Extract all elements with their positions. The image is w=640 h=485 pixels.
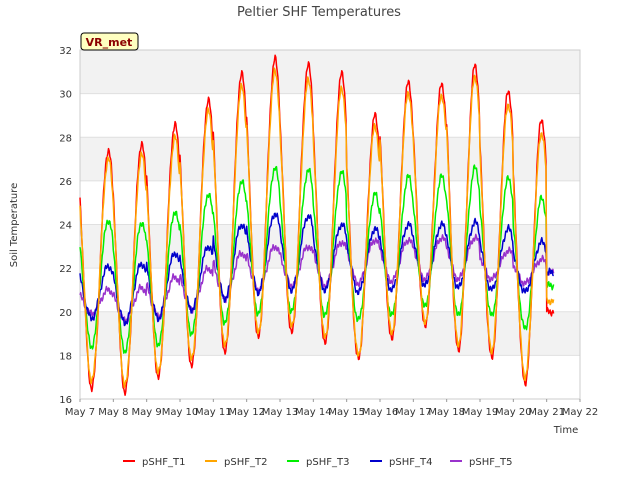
x-tick-label: May 15 <box>328 407 365 418</box>
y-tick-label: 32 <box>59 46 72 57</box>
x-tick-label: May 17 <box>395 407 432 418</box>
plot-bands <box>80 50 580 356</box>
y-tick-label: 16 <box>59 395 72 406</box>
legend-item-pshf-t5: pSHF_T5 <box>450 457 512 468</box>
site-badge-label: VR_met <box>86 36 133 49</box>
legend-item-pshf-t3: pSHF_T3 <box>287 457 349 468</box>
x-tick-label: May 10 <box>162 407 199 418</box>
x-tick-label: May 13 <box>262 407 299 418</box>
legend: pSHF_T1 pSHF_T2 pSHF_T3 pSHF_T4 pSHF_T5 <box>123 457 512 468</box>
legend-label: pSHF_T4 <box>389 457 432 468</box>
plot-frame <box>79 49 581 400</box>
x-tick-label: May 7 <box>65 407 95 418</box>
y-tick-label: 30 <box>59 90 72 101</box>
series-line-pshf-t2 <box>79 67 555 389</box>
legend-item-pshf-t2: pSHF_T2 <box>205 457 267 468</box>
x-tick-label: May 11 <box>195 407 232 418</box>
x-tick-label: May 9 <box>132 407 162 418</box>
y-axis-label: Soil Temperature <box>9 183 20 268</box>
y-tick-label: 20 <box>59 308 72 319</box>
y-tick-label: 26 <box>59 177 72 188</box>
x-tick-label: May 8 <box>98 407 128 418</box>
y-tick-label: 28 <box>59 133 72 144</box>
series-line-pshf-t3 <box>79 164 555 354</box>
legend-item-pshf-t1: pSHF_T1 <box>123 457 185 468</box>
x-axis-label: Time <box>553 425 578 436</box>
x-tick-label: May 21 <box>528 407 565 418</box>
x-tick-label: May 14 <box>295 407 332 418</box>
series-line-pshf-t4 <box>79 212 555 327</box>
legend-label: pSHF_T3 <box>306 457 349 468</box>
chart-title: Peltier SHF Temperatures <box>237 5 401 20</box>
y-axis-ticks: 16 18 20 22 24 26 28 30 32 <box>59 46 72 406</box>
x-tick-label: May 20 <box>495 407 532 418</box>
x-tick-label: May 18 <box>428 407 465 418</box>
y-tick-label: 22 <box>59 264 72 275</box>
y-tick-label: 18 <box>59 351 72 362</box>
x-tick-label: May 16 <box>362 407 399 418</box>
plot-band <box>80 50 580 94</box>
plot-band <box>80 224 580 269</box>
series-group <box>79 54 555 396</box>
legend-label: pSHF_T2 <box>224 457 267 468</box>
x-tick-label: May 19 <box>462 407 499 418</box>
site-badge: VR_met <box>80 32 139 51</box>
y-tick-label: 24 <box>59 221 72 232</box>
plot-band <box>80 137 580 181</box>
legend-label: pSHF_T5 <box>469 457 512 468</box>
legend-label: pSHF_T1 <box>142 457 185 468</box>
legend-item-pshf-t4: pSHF_T4 <box>370 457 432 468</box>
x-tick-label: May 22 <box>562 407 599 418</box>
site-badge-box <box>80 32 139 51</box>
x-tick-label: May 12 <box>228 407 265 418</box>
